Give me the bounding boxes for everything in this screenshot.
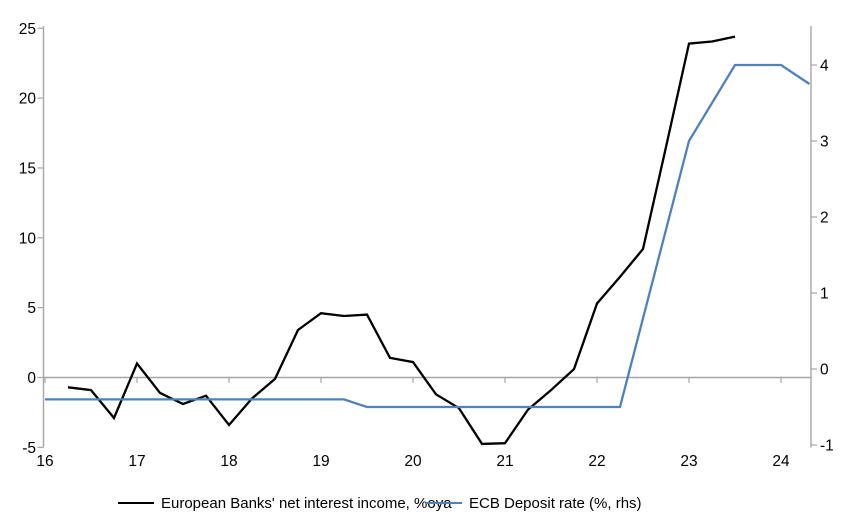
right-axis-tick-label: 1 [820, 286, 829, 303]
x-axis-tick-label: 18 [220, 453, 237, 470]
x-axis-tick-label: 20 [404, 453, 422, 470]
left-axis-tick-label: 25 [19, 21, 36, 38]
left-axis-tick-label: -5 [22, 440, 36, 457]
legend-item-ecb-deposit-rate: ECB Deposit rate (%, rhs) [426, 492, 642, 514]
legend-line-swatch-blue [426, 502, 462, 504]
legend-label: ECB Deposit rate (%, rhs) [469, 494, 642, 512]
right-axis-tick-label: 0 [820, 362, 829, 379]
series-line-net-interest-income [67, 35, 736, 446]
x-axis-tick-label: 17 [128, 453, 145, 470]
series-line-ecb-deposit-rate [45, 63, 811, 409]
left-axis-tick-label: 0 [27, 370, 36, 387]
x-axis-tick-label: 16 [36, 453, 53, 470]
legend-item-net-interest-income: European Banks' net interest income, %oy… [118, 492, 452, 514]
right-axis-tick-label: -1 [820, 438, 834, 455]
legend-label: European Banks' net interest income, %oy… [161, 494, 452, 512]
left-axis-tick-label: 15 [19, 160, 36, 177]
x-axis-tick-label: 19 [312, 453, 329, 470]
left-axis-tick-label: 5 [27, 300, 36, 317]
right-axis-tick-label: 4 [820, 58, 829, 75]
legend-line-swatch-black [118, 502, 154, 504]
left-axis-tick-label: 20 [19, 91, 37, 108]
x-axis-tick-label: 23 [680, 453, 697, 470]
right-axis-tick-label: 2 [820, 210, 829, 227]
right-axis-tick-label: 3 [820, 134, 829, 151]
x-axis-tick-label: 22 [588, 453, 605, 470]
x-axis-tick-label: 21 [496, 453, 513, 470]
x-axis-tick-label: 24 [772, 453, 790, 470]
left-axis-tick-label: 10 [19, 230, 37, 247]
chart-legend: European Banks' net interest income, %oy… [0, 492, 852, 514]
